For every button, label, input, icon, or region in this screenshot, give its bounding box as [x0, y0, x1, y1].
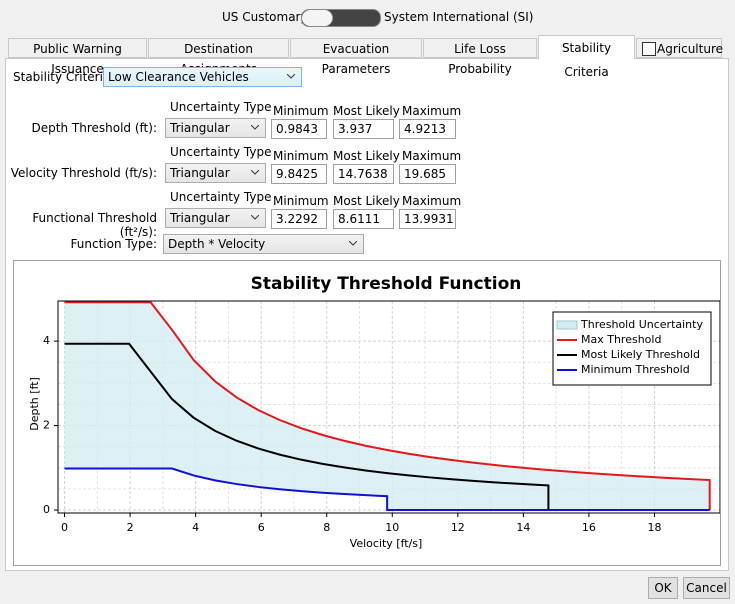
field-label: Stability Criteria: [13, 70, 115, 84]
column-header: Uncertainty Type [170, 190, 272, 204]
tab[interactable]: Agriculture [636, 38, 723, 58]
text-input[interactable]: 14.7638 [333, 164, 394, 184]
x-tick-label: 16 [582, 521, 596, 534]
column-header: Most Likely [333, 149, 400, 163]
x-tick-label: 8 [323, 521, 330, 534]
dropdown-value: Triangular [170, 121, 230, 135]
plot-border [57, 300, 720, 514]
text-input[interactable]: 19.685 [399, 164, 456, 184]
dropdown-value: Triangular [170, 166, 230, 180]
unit-toggle[interactable] [301, 9, 381, 27]
dropdown[interactable]: Depth * Velocity [163, 234, 364, 254]
x-tick-label: 2 [127, 521, 134, 534]
text-input[interactable]: 9.8425 [271, 164, 327, 184]
text-input[interactable]: 0.9843 [271, 119, 327, 139]
tab[interactable]: Destination Assignments [148, 38, 289, 76]
x-tick-label: 18 [647, 521, 661, 534]
field-label: Depth Threshold (ft): [31, 121, 157, 135]
x-axis-label: Velocity [ft/s] [350, 537, 423, 550]
y-axis-label: Depth [ft] [28, 377, 41, 431]
column-header: Minimum [273, 149, 329, 163]
text-input[interactable]: 8.6111 [333, 209, 394, 229]
ok-button[interactable]: OK [648, 577, 678, 599]
tab[interactable]: Evacuation Parameters [290, 38, 422, 76]
legend-label: Threshold Uncertainty [580, 318, 703, 331]
column-header: Uncertainty Type [170, 100, 272, 114]
tab[interactable]: Stability Criteria [538, 35, 635, 79]
column-header: Maximum [402, 149, 462, 163]
y-tick-label: 4 [43, 334, 50, 347]
column-header: Maximum [402, 194, 462, 208]
x-tick-label: 6 [258, 521, 265, 534]
y-tick-label: 0 [43, 503, 50, 516]
dropdown-value: Triangular [170, 211, 230, 225]
x-tick-label: 10 [385, 521, 399, 534]
chart-title: Stability Threshold Function [251, 274, 522, 294]
dropdown[interactable]: Low Clearance Vehicles [103, 67, 302, 87]
field-label: Functional Threshold (ft²/s): [32, 211, 157, 239]
chevron [251, 215, 259, 220]
column-header: Most Likely [333, 104, 400, 118]
legend-label: Most Likely Threshold [581, 348, 700, 361]
uncertainty-area [64, 302, 710, 511]
column-header: Uncertainty Type [170, 145, 272, 159]
column-header: Minimum [273, 104, 329, 118]
dropdown-value: Low Clearance Vehicles [108, 70, 249, 84]
tab[interactable]: Life Loss Probability [423, 38, 537, 76]
dropdown[interactable]: Triangular [165, 118, 266, 138]
text-input[interactable]: 13.9931 [399, 209, 456, 229]
dropdown[interactable]: Triangular [165, 208, 266, 228]
field-label: Velocity Threshold (ft/s): [10, 166, 157, 180]
tab-label: Agriculture [657, 42, 723, 56]
column-header: Minimum [273, 194, 329, 208]
unit-label: System International (SI) [384, 10, 534, 24]
series-line [64, 467, 710, 512]
x-tick-label: 4 [192, 521, 199, 534]
x-tick-label: 14 [516, 521, 530, 534]
tab[interactable]: Public Warning Issuance [8, 38, 147, 76]
x-tick-label: 12 [451, 521, 465, 534]
chart: Stability Threshold Function Velocity [f… [13, 260, 721, 566]
legend-label: Max Threshold [581, 333, 661, 346]
chevron [251, 170, 259, 175]
chevron [251, 125, 259, 130]
legend-label: Minimum Threshold [581, 363, 690, 376]
cancel-button[interactable]: Cancel [683, 577, 730, 599]
text-input[interactable]: 4.9213 [399, 119, 456, 139]
text-input[interactable]: 3.937 [333, 119, 394, 139]
text-input[interactable]: 3.2292 [271, 209, 327, 229]
legend-box [552, 311, 712, 386]
field-label: Function Type: [70, 237, 157, 251]
series-line [64, 342, 550, 511]
dropdown-value: Depth * Velocity [168, 237, 266, 251]
y-tick-label: 2 [43, 419, 50, 432]
column-header: Most Likely [333, 194, 400, 208]
legend-swatch [556, 320, 578, 330]
dropdown[interactable]: Triangular [165, 163, 266, 183]
series-line [64, 301, 711, 511]
x-tick-label: 0 [61, 521, 68, 534]
unit-label: US Customary [222, 10, 308, 24]
column-header: Maximum [402, 104, 462, 118]
